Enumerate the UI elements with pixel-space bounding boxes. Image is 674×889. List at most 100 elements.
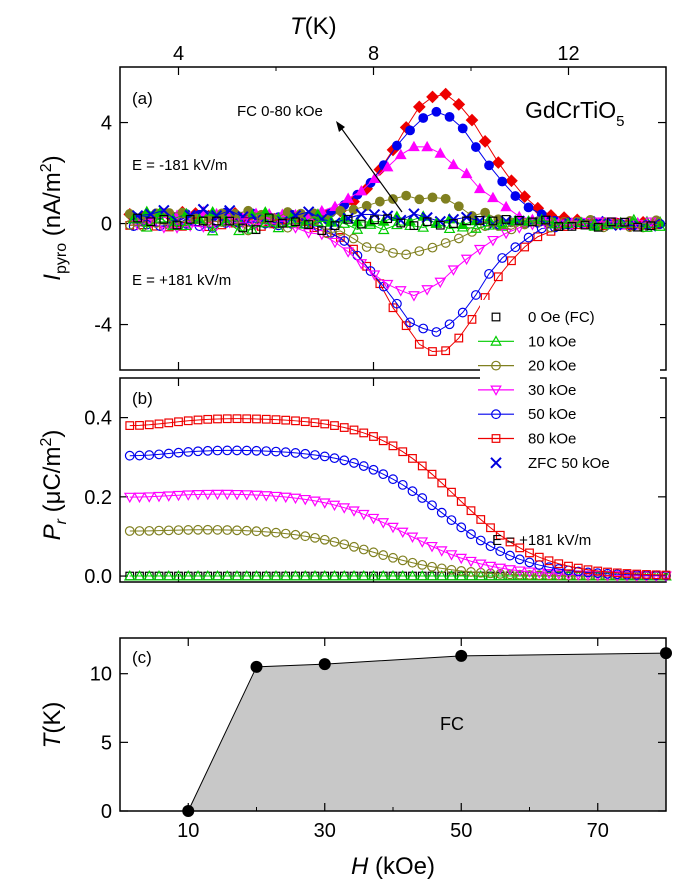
- polarization-point: [241, 445, 252, 456]
- pyro-point: [408, 208, 420, 220]
- polarization-point: [144, 450, 155, 460]
- pyro-point: [405, 125, 415, 136]
- pyro-point: [454, 333, 464, 343]
- polarization-point: [279, 570, 292, 581]
- polarization-point: [513, 566, 526, 577]
- polarization-point: [369, 432, 378, 441]
- polarization-point: [544, 562, 554, 573]
- polarization-point: [436, 563, 447, 574]
- pyro-point: [414, 339, 424, 349]
- panel-b: 0.0 0.2 0.4 (b) E = +181 kV/m Pr (μC/m2) 0…: [38, 300, 672, 588]
- polarization-point: [388, 552, 398, 563]
- pyro-point: [500, 200, 512, 212]
- polarization-point: [543, 569, 555, 580]
- polarization-point: [642, 570, 651, 579]
- polarization-point: [125, 421, 135, 430]
- pyro-point: [377, 223, 390, 235]
- polarization-point: [593, 566, 603, 576]
- polarization-line: [129, 493, 667, 577]
- polarization-point: [495, 546, 506, 557]
- pyro-point: [339, 236, 350, 246]
- pyro-point: [514, 215, 524, 225]
- polarization-point: [163, 448, 174, 459]
- pyro-point: [421, 285, 433, 296]
- pyro-point: [601, 218, 614, 229]
- polarization-point: [446, 515, 457, 526]
- pyro-point: [496, 216, 509, 228]
- polarization-point: [222, 445, 233, 456]
- polarization-point: [162, 491, 175, 502]
- legend-marker: [491, 434, 501, 443]
- polarization-point: [222, 414, 232, 424]
- pyro-point: [651, 215, 662, 226]
- phase-point: [318, 658, 331, 671]
- polarization-point: [281, 415, 291, 425]
- polarization-point: [338, 570, 351, 581]
- polarization-point: [309, 570, 321, 581]
- polarization-point: [378, 469, 389, 480]
- pyro-point: [251, 225, 261, 235]
- polarization-point: [202, 524, 213, 535]
- polarization-point: [505, 550, 515, 561]
- legend-marker: [490, 385, 502, 396]
- pyro-point: [491, 156, 505, 169]
- polarization-point: [583, 565, 593, 575]
- pyro-point: [259, 216, 272, 228]
- pyro-point: [198, 216, 208, 226]
- polarization-point: [387, 522, 399, 534]
- polarization-point: [280, 528, 291, 539]
- pyro-point: [348, 233, 359, 244]
- polarization-point: [173, 525, 184, 536]
- y-axis-label-c: T(K): [39, 702, 66, 749]
- pyro-point: [418, 113, 429, 123]
- pyro-point: [473, 182, 486, 194]
- pyro-point: [434, 147, 447, 158]
- polarization-point: [612, 568, 622, 578]
- polarization-point: [348, 506, 360, 517]
- pyro-point: [282, 222, 293, 233]
- pyro-point: [405, 317, 415, 328]
- polarization-point: [192, 490, 204, 501]
- annotation-fc-range: FC 0-80 kOe: [237, 103, 323, 120]
- pyro-point: [484, 160, 494, 171]
- polarization-point: [183, 416, 193, 426]
- pyro-point: [427, 192, 438, 203]
- pyro-point: [159, 214, 169, 224]
- pyro-point: [361, 242, 372, 252]
- pyro-point: [396, 218, 406, 228]
- polarization-point: [242, 414, 252, 424]
- polarization-point: [378, 436, 388, 446]
- pyro-point: [453, 201, 464, 212]
- polarization-point: [435, 546, 448, 557]
- polarization-point: [406, 570, 419, 581]
- polarization-point: [495, 530, 505, 540]
- pyro-point: [646, 221, 656, 231]
- pyro-curve-10: [124, 213, 662, 260]
- polarization-point: [260, 491, 273, 502]
- pyro-point: [427, 242, 438, 253]
- polarization-point: [164, 418, 174, 428]
- polarization-point: [291, 416, 300, 426]
- polarization-point: [338, 503, 351, 514]
- polarization-point: [359, 428, 369, 438]
- polarization-point: [524, 557, 535, 568]
- polarization-point: [222, 525, 233, 535]
- polarization-point: [525, 548, 534, 558]
- pyro-point: [238, 223, 248, 233]
- polarization-point: [486, 523, 495, 533]
- y-tick-label: -4: [94, 315, 112, 337]
- polarization-point: [437, 478, 447, 488]
- polarization-point: [445, 570, 458, 581]
- polarization-point: [339, 423, 349, 432]
- pyro-point: [342, 192, 354, 203]
- legend-label: 30 kOe: [528, 382, 576, 399]
- pyro-point: [523, 232, 534, 243]
- pyro-point: [237, 218, 249, 229]
- polarization-point: [290, 529, 301, 540]
- polarization-point: [553, 564, 564, 574]
- pyro-point: [394, 286, 407, 297]
- polarization-point: [193, 524, 203, 535]
- y-tick-label: 5: [101, 732, 112, 754]
- polarization-point: [300, 531, 311, 542]
- compound-formula: GdCrTiO5: [525, 97, 625, 130]
